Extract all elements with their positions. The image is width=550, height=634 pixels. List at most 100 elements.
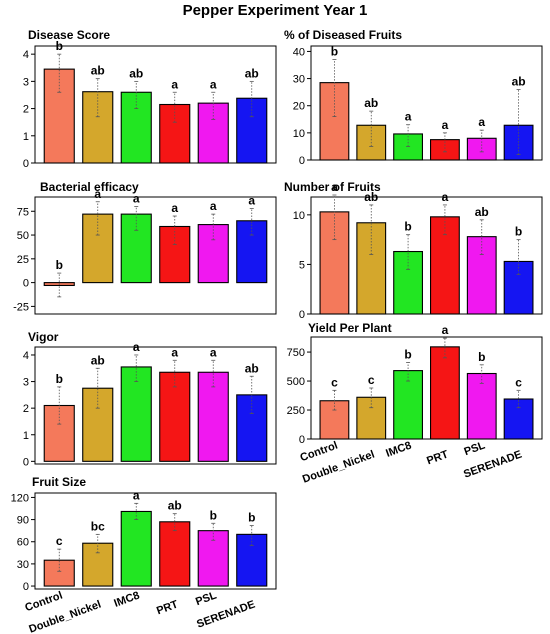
significance-letter: ab (245, 66, 259, 80)
chart-number-of-fruits: 0 5 10 a ab b a ab b (293, 180, 543, 321)
bar-psl (466, 137, 497, 161)
plot-frame (34, 346, 277, 465)
bar-double-nickel (82, 91, 114, 164)
bar-serenade (503, 398, 534, 440)
y-tick-label: 1 (23, 131, 29, 143)
significance-letter: b (404, 348, 411, 362)
significance-letter: b (248, 510, 255, 524)
significance-letter: a (171, 77, 178, 91)
bar-prt (430, 216, 460, 315)
y-tick-label: 10 (293, 210, 305, 222)
y-tick-label: 90 (17, 515, 29, 527)
chart-fruit-size: 0306090120cControlbcDouble_NickelaIMC8ab… (11, 488, 277, 634)
chart-diseased-fruits: 0 10 20 30 40 b ab a a a ab (293, 45, 543, 167)
plot-frame (310, 336, 543, 440)
y-tick-label: 0 (23, 278, 29, 290)
bar-imc8 (393, 250, 423, 315)
significance-letter: a (405, 110, 412, 124)
significance-letter: a (478, 115, 485, 129)
significance-letter: a (210, 199, 217, 213)
plot-frame (310, 45, 543, 161)
significance-letter: a (442, 118, 449, 132)
y-tick-label: 0 (23, 158, 29, 170)
significance-letter: a (210, 77, 217, 91)
chart-bacterial-efficacy: -25 0 25 50 75 b a a a a a (13, 187, 277, 315)
chart-vigor: 0 1 2 3 4 b ab a a a ab (23, 340, 277, 468)
plot-frame (34, 492, 277, 590)
x-tick-label: Control (23, 590, 64, 615)
y-tick-label: 4 (23, 49, 29, 61)
panel-title-fruit-size: Fruit Size (32, 475, 87, 489)
significance-letter: b (56, 39, 63, 53)
bar-psl (197, 224, 229, 284)
y-tick-label: 75 (17, 206, 29, 218)
significance-letter: b (478, 350, 485, 364)
bar-imc8 (120, 366, 152, 462)
significance-letter: a (133, 340, 140, 354)
y-tick-label: 60 (17, 537, 29, 549)
significance-letter: ab (91, 64, 105, 78)
x-tick-label: PRT (155, 598, 180, 617)
y-tick-label: 30 (17, 559, 29, 571)
significance-letter: a (331, 180, 338, 194)
y-tick-label: 0 (23, 456, 29, 468)
y-tick-label: 750 (287, 347, 305, 359)
y-tick-label: 0 (299, 155, 305, 167)
y-tick-label: -25 (13, 301, 29, 313)
bar-psl (466, 236, 497, 315)
x-tick-label: IMC8 (384, 440, 413, 460)
bar-prt (159, 521, 191, 587)
y-tick-label: 2 (23, 104, 29, 116)
significance-letter: a (442, 190, 449, 204)
bar-imc8 (120, 213, 152, 284)
bar-serenade (236, 220, 268, 284)
significance-letter: c (56, 534, 63, 548)
bar-imc8 (393, 133, 423, 161)
significance-letter: b (515, 225, 522, 239)
significance-letter: c (515, 375, 522, 389)
figure-title: Pepper Experiment Year 1 (182, 2, 368, 19)
x-tick-label: PSL (463, 439, 487, 458)
panel-title-disease-score: Disease Score (28, 28, 111, 42)
significance-letter: b (210, 508, 217, 522)
y-tick-label: 25 (17, 254, 29, 266)
y-tick-label: 0 (299, 309, 305, 321)
bar-psl (466, 372, 497, 440)
y-tick-label: 120 (11, 492, 29, 504)
bar-imc8 (120, 91, 152, 164)
significance-letter: a (442, 323, 449, 337)
significance-letter: a (94, 187, 101, 201)
significance-letter: ab (168, 499, 182, 513)
bar-double-nickel (82, 213, 114, 284)
x-tick-label: PSL (194, 589, 218, 608)
y-tick-label: 1 (23, 430, 29, 442)
y-tick-label: 3 (23, 377, 29, 389)
panel-title-yield-per-plant: Yield Per Plant (308, 321, 392, 335)
significance-letter: b (331, 45, 338, 59)
panel-title-bacterial-efficacy: Bacterial efficacy (40, 180, 139, 194)
significance-letter: ab (91, 353, 105, 367)
bar-prt (430, 346, 460, 440)
y-tick-label: 5 (299, 259, 305, 271)
bar-double-nickel (356, 222, 387, 315)
y-tick-label: 10 (293, 128, 305, 140)
plot-frame (34, 45, 277, 164)
bar-serenade (503, 260, 534, 315)
significance-letter: a (133, 488, 140, 502)
plot-frame (34, 196, 277, 315)
chart-disease-score: 0 1 2 3 4 b ab ab a a ab (23, 39, 277, 170)
significance-letter: bc (91, 519, 105, 533)
significance-letter: c (368, 373, 375, 387)
y-tick-label: 40 (293, 46, 305, 58)
significance-letter: b (56, 372, 63, 386)
bar-imc8 (120, 510, 152, 587)
significance-letter: b (404, 220, 411, 234)
significance-letter: ab (129, 66, 143, 80)
y-tick-label: 50 (17, 230, 29, 242)
significance-letter: a (133, 192, 140, 206)
chart-yield-per-plant: 0250500750cControlcDouble_NickelbIMC8aPR… (287, 323, 543, 486)
panel-title-number-of-fruits: Number of Fruits (284, 180, 381, 194)
bar-prt (159, 103, 191, 164)
